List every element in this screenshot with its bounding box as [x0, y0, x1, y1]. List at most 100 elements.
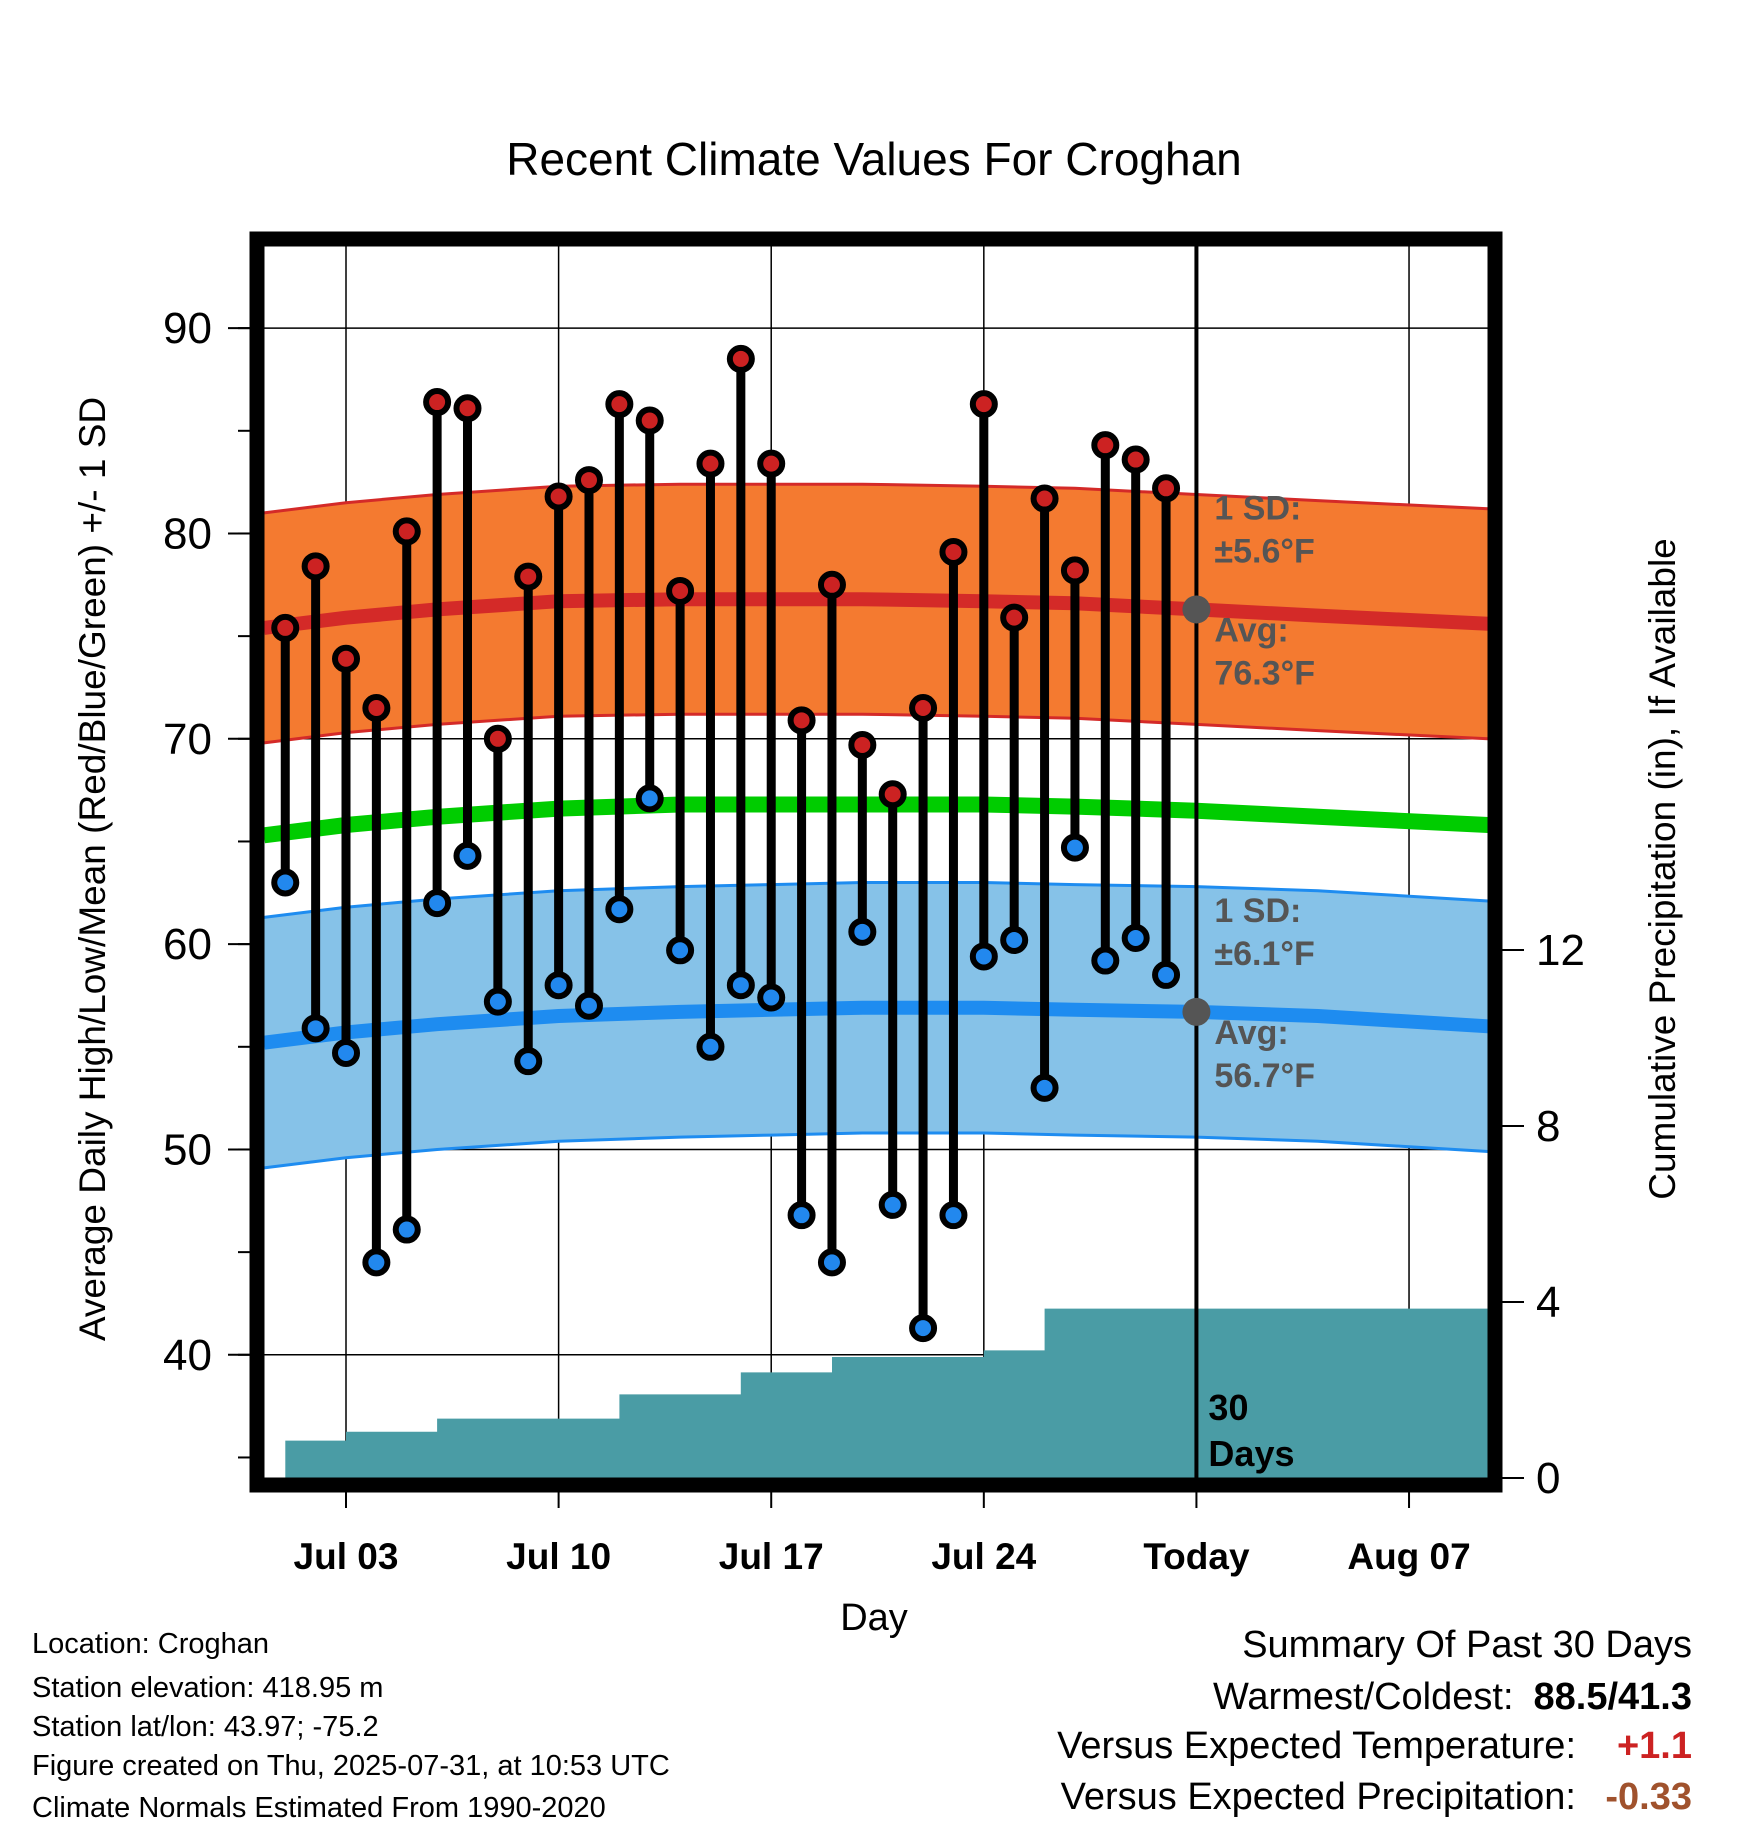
days-label: 30 [1208, 1387, 1248, 1428]
low-sd-band-lower-edge [263, 1131, 1489, 1170]
high-temp-point [848, 730, 877, 759]
low-temp-point [605, 895, 634, 924]
high-temp-point [726, 344, 755, 373]
low-temp-point [362, 1248, 391, 1277]
low-temp-point [817, 1248, 846, 1277]
y-tick-label: 90 [163, 304, 212, 353]
precip-area [264, 1308, 1488, 1478]
low-sd-band [264, 882, 1488, 1168]
footer-normals: Climate Normals Estimated From 1990-2020 [32, 1792, 606, 1824]
high-temp-point [1152, 474, 1181, 503]
low-temp-point [696, 1032, 725, 1061]
high-temp-point [271, 613, 300, 642]
high-temp-point [696, 449, 725, 478]
high-temp-point [817, 570, 846, 599]
low-temp-point [1152, 960, 1181, 989]
normal-high-line [263, 592, 1489, 635]
y-tick-label: 40 [163, 1331, 212, 1380]
low-temp-point [757, 983, 786, 1012]
today-low-avg-marker [1182, 997, 1211, 1026]
x-tick-label: Jul 10 [506, 1536, 611, 1577]
plot-area: 1 SD: ±5.6°F Avg: 76.3°F 1 SD: ±6.1°F Avg: 56.7… [263, 246, 1489, 1478]
low-temp-point [1030, 1073, 1059, 1102]
high-sd-band [264, 484, 1488, 743]
y2-tick-label: 8 [1536, 1102, 1560, 1151]
low-temp-point [423, 889, 452, 918]
high-temp-point [1121, 445, 1150, 474]
high-temp-point [362, 694, 391, 722]
high-temp-point [392, 517, 421, 546]
low-sd-label: 1 SD: [1214, 892, 1301, 930]
high-temp-point [1030, 484, 1059, 513]
high-temp-point [1060, 556, 1089, 585]
x-axis-label: Day [840, 1597, 908, 1639]
high-temp-point [666, 576, 695, 605]
high-temp-point [1000, 603, 1029, 632]
y2-axis-label: Cumulative Precipitation (in), If Availa… [1642, 538, 1683, 1200]
footer-location: Location: Croghan [32, 1628, 269, 1660]
low-sd-value: ±6.1°F [1214, 935, 1314, 973]
summary-precip-label: Versus Expected Precipitation: [1060, 1776, 1576, 1818]
high-avg-value: 76.3°F [1214, 654, 1315, 692]
high-temp-point [301, 552, 330, 581]
low-temp-point [332, 1038, 361, 1067]
summary-temp: Versus Expected Temperature: +1.1 [1057, 1725, 1692, 1768]
summary-temp-value: +1.1 [1616, 1725, 1692, 1767]
low-temp-point [392, 1215, 421, 1244]
y-tick-label: 50 [163, 1125, 212, 1174]
low-temp-point [848, 917, 877, 946]
low-temp-point [544, 971, 573, 1000]
axes: 40 50 60 70 80 90 0 4 8 12 Jul 03 Jul 10 Jul 17 Jul 2… [163, 231, 1585, 1577]
low-temp-point [1060, 833, 1089, 862]
high-sd-value: ±5.6°F [1214, 532, 1314, 570]
summary-precip-value: -0.33 [1605, 1776, 1692, 1818]
low-temp-point [1091, 946, 1120, 975]
y2-tick-label: 12 [1536, 926, 1585, 975]
footer-latlon: Station lat/lon: 43.97; -75.2 [32, 1711, 379, 1743]
low-temp-point [1121, 923, 1150, 952]
high-avg-label: Avg: [1214, 611, 1288, 649]
high-temp-point [635, 406, 664, 435]
high-temp-point [969, 390, 998, 419]
summary-temp-label: Versus Expected Temperature: [1057, 1725, 1576, 1767]
x-tick-label: Aug 07 [1347, 1536, 1470, 1577]
high-temp-point [605, 390, 634, 419]
low-temp-point [726, 971, 755, 1000]
high-temp-point [544, 482, 573, 511]
plot-frame [249, 231, 1503, 1493]
summary-precip: Versus Expected Precipitation: -0.33 [1061, 1776, 1692, 1819]
low-temp-point [483, 987, 512, 1016]
low-temp-point [453, 841, 482, 870]
normal-low-line [263, 1000, 1489, 1050]
x-tick-label: Jul 03 [294, 1536, 399, 1577]
y-tick-label: 60 [163, 920, 212, 969]
low-temp-point [1000, 926, 1029, 955]
high-temp-point [909, 694, 938, 722]
high-temp-point [423, 388, 452, 417]
high-temp-point [514, 562, 543, 591]
low-temp-point [301, 1014, 330, 1043]
high-temp-point [574, 466, 603, 495]
footer-created: Figure created on Thu, 2025-07-31, at 10… [32, 1750, 670, 1782]
low-temp-point [666, 936, 695, 965]
high-temp-point [1091, 431, 1120, 460]
high-sd-band-lower-edge [263, 712, 1489, 745]
x-tick-label: Jul 17 [719, 1536, 824, 1577]
summary-warm-cold-label: Warmest/Coldest: [1212, 1676, 1514, 1718]
summary-warm-cold: Warmest/Coldest: 88.5/41.3 [1213, 1676, 1692, 1719]
x-tick-label: Today [1143, 1536, 1250, 1577]
high-sd-label: 1 SD: [1214, 489, 1301, 527]
low-temp-point [514, 1047, 543, 1076]
high-temp-point [757, 449, 786, 478]
y-tick-label: 70 [163, 715, 212, 764]
low-temp-point [574, 991, 603, 1020]
low-temp-point [635, 784, 664, 813]
normal-mean-line [263, 796, 1489, 844]
chart-title: Recent Climate Values For Croghan [506, 133, 1241, 185]
low-temp-point [271, 868, 300, 897]
footer-elevation: Station elevation: 418.95 m [32, 1672, 384, 1704]
low-temp-point [787, 1201, 816, 1230]
high-temp-point [939, 537, 968, 566]
low-avg-value: 56.7°F [1214, 1057, 1315, 1095]
